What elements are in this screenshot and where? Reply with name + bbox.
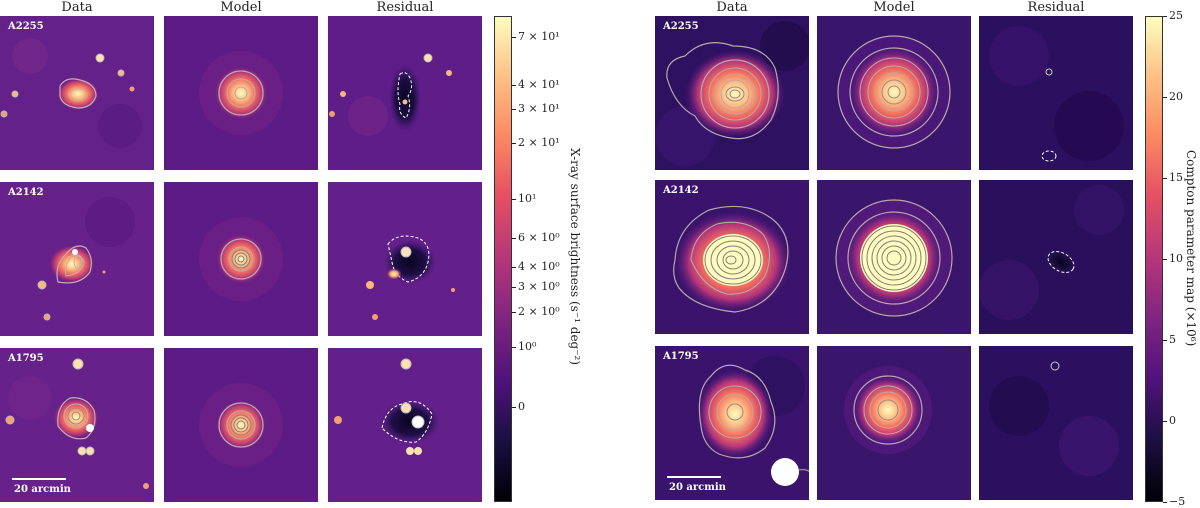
- xray-model-a1795: [164, 348, 318, 502]
- colorbar-tick-mark: [1163, 421, 1167, 422]
- colorbar-tick-label: 0: [518, 400, 525, 413]
- xray-residual-a2255: [328, 16, 482, 170]
- sz-data-a2142: A2142: [655, 180, 809, 334]
- scalebar-label: 20 arcmin: [669, 482, 726, 493]
- xray-colorbar: [494, 16, 512, 502]
- colorbar-tick-label: 6 × 10⁰: [518, 231, 560, 244]
- left-col-title-model: Model: [220, 0, 262, 15]
- right-col-title-model: Model: [873, 0, 915, 15]
- colorbar-tick-label: 25: [1169, 9, 1183, 22]
- colorbar-tick-mark: [1163, 16, 1167, 17]
- left-col-title-residual: Residual: [376, 0, 434, 15]
- sz-model-a1795: [817, 346, 971, 500]
- colorbar-tick-mark: [512, 238, 516, 239]
- colorbar-tick-mark: [512, 407, 516, 408]
- colorbar-tick-mark: [512, 37, 516, 38]
- colorbar-tick-label: 3 × 10¹: [518, 102, 560, 115]
- colorbar-tick-mark: [512, 85, 516, 86]
- colorbar-tick-label: 10¹: [518, 192, 537, 205]
- scalebar-label: 20 arcmin: [14, 484, 71, 495]
- colorbar-tick-label: 5: [1169, 333, 1176, 346]
- xray-data-a2255: A2255: [0, 16, 154, 170]
- xray-residual-a2142: [328, 182, 482, 336]
- sz-residual-a2255: [979, 16, 1133, 170]
- cluster-label: A2142: [663, 185, 699, 196]
- colorbar-tick-mark: [1163, 502, 1167, 503]
- colorbar-tick-label: 15: [1169, 171, 1183, 184]
- sz-data-a2255: A2255: [655, 16, 809, 170]
- cluster-label: A2255: [8, 21, 44, 32]
- scalebar: [667, 476, 721, 478]
- right-col-title-residual: Residual: [1027, 0, 1085, 15]
- colorbar-tick-mark: [512, 287, 516, 288]
- colorbar-tick-label: 20: [1169, 90, 1183, 103]
- colorbar-tick-mark: [512, 143, 516, 144]
- colorbar-tick-mark: [512, 109, 516, 110]
- colorbar-tick-mark: [512, 267, 516, 268]
- sz-residual-a1795: [979, 346, 1133, 500]
- colorbar-tick-mark: [1163, 178, 1167, 179]
- xray-model-a2255: [164, 16, 318, 170]
- colorbar-tick-label: 3 × 10⁰: [518, 280, 560, 293]
- colorbar-tick-mark: [512, 347, 516, 348]
- colorbar-tick-label: 7 × 10¹: [518, 30, 560, 43]
- colorbar-tick-mark: [1163, 259, 1167, 260]
- colorbar-tick-label: −5: [1169, 495, 1186, 508]
- sz-colorbar-label: Compton parameter map (×10⁶): [1184, 150, 1198, 347]
- colorbar-tick-label: 4 × 10¹: [518, 78, 560, 91]
- xray-residual-a1795: [328, 348, 482, 502]
- cluster-label: A2142: [8, 187, 44, 198]
- colorbar-tick-label: 2 × 10¹: [518, 136, 560, 149]
- sz-data-a1795: A1795 20 arcmin: [655, 346, 809, 500]
- cluster-label: A2255: [663, 21, 699, 32]
- colorbar-tick-mark: [1163, 97, 1167, 98]
- colorbar-tick-mark: [512, 199, 516, 200]
- colorbar-tick-label: 10⁰: [518, 340, 537, 353]
- left-col-title-data: Data: [61, 0, 93, 15]
- colorbar-tick-label: 2 × 10⁰: [518, 305, 560, 318]
- colorbar-tick-label: 0: [1169, 414, 1176, 427]
- colorbar-tick-label: 4 × 10⁰: [518, 260, 560, 273]
- sz-model-a2255: [817, 16, 971, 170]
- sz-model-a2142: [817, 180, 971, 334]
- colorbar-tick-mark: [512, 312, 516, 313]
- sz-colorbar: [1145, 16, 1163, 502]
- scalebar: [12, 478, 66, 480]
- colorbar-tick-mark: [1163, 340, 1167, 341]
- cluster-label: A1795: [663, 351, 699, 362]
- sz-residual-a2142: [979, 180, 1133, 334]
- xray-model-a2142: [164, 182, 318, 336]
- xray-data-a1795: A1795 20 arcmin: [0, 348, 154, 502]
- right-col-title-data: Data: [716, 0, 748, 15]
- xray-colorbar-label: X-ray surface brightness (s⁻¹ deg⁻²): [568, 148, 582, 366]
- cluster-label: A1795: [8, 353, 44, 364]
- xray-data-a2142: A2142: [0, 182, 154, 336]
- colorbar-tick-label: 10: [1169, 252, 1183, 265]
